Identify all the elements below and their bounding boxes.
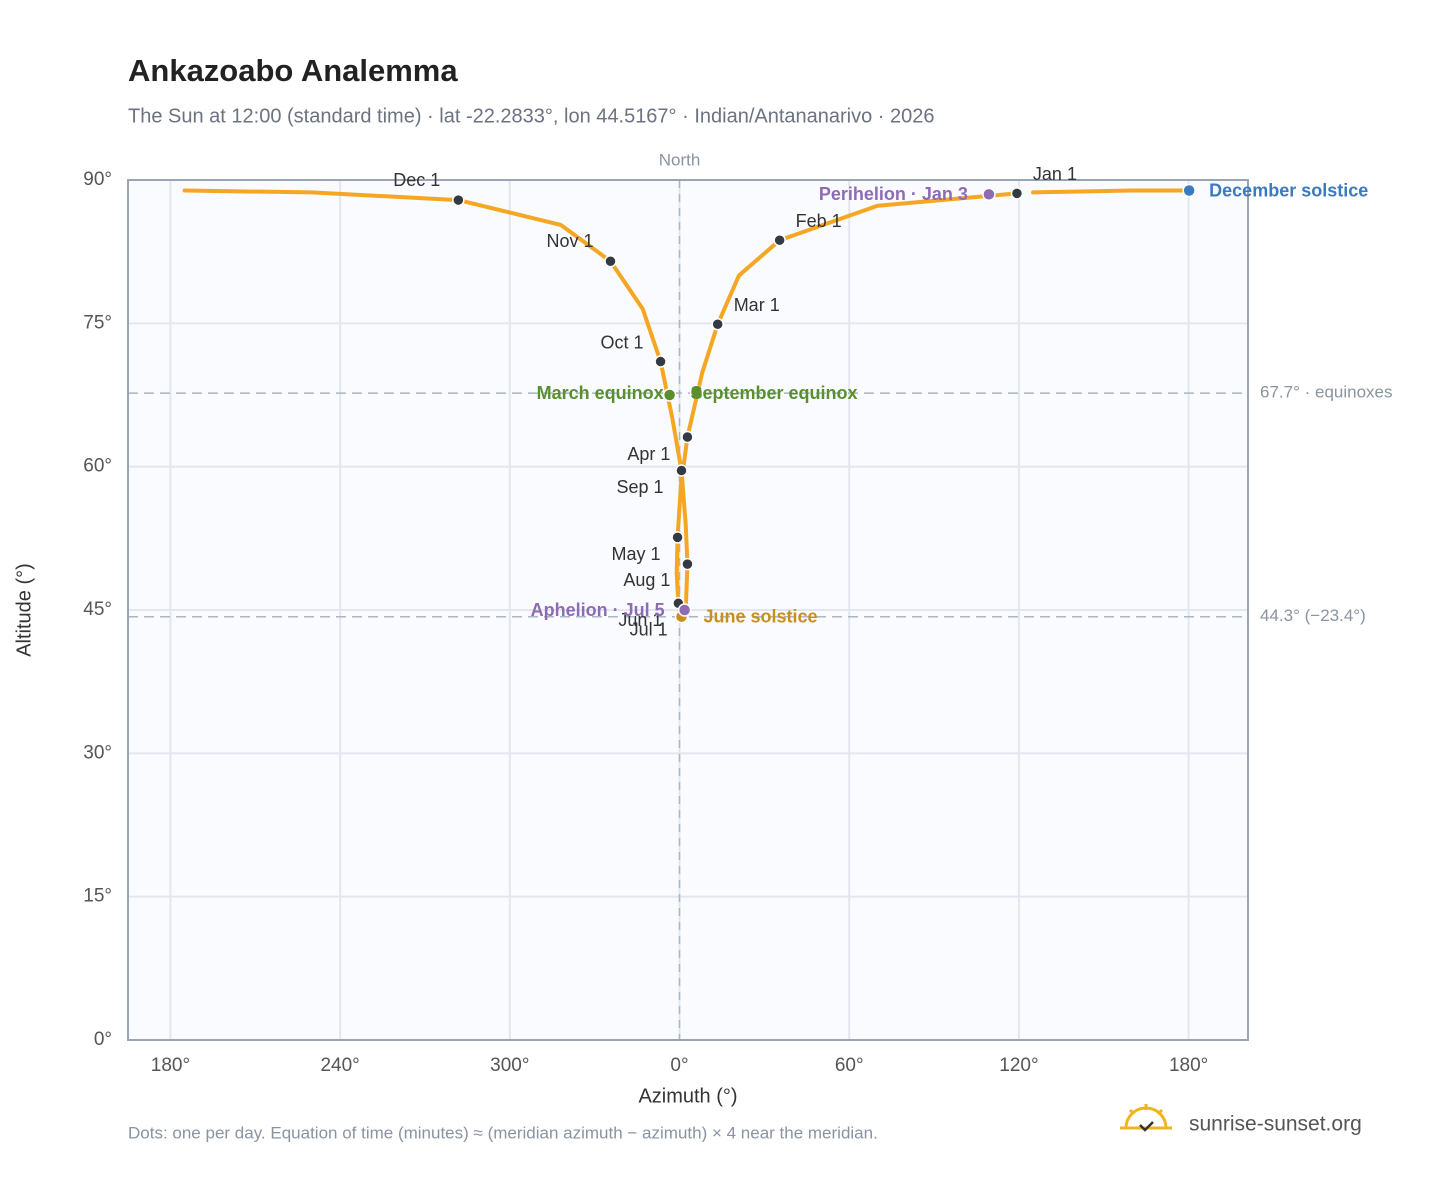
plot-frame xyxy=(127,179,1249,1041)
x-tick-label: 240° xyxy=(320,1055,359,1076)
month-marker xyxy=(681,557,694,571)
event-label: June solstice xyxy=(703,606,817,626)
event-label: December solstice xyxy=(1209,180,1368,200)
month-label: Jun 1 xyxy=(618,610,662,630)
event-marker xyxy=(677,603,692,617)
month-marker xyxy=(675,464,688,477)
y-tick-label: 15° xyxy=(83,886,112,907)
month-marker xyxy=(452,193,465,207)
x-axis-title: Azimuth (°) xyxy=(638,1085,737,1107)
y-axis-title: Altitude (°) xyxy=(13,563,35,657)
direction-label: North xyxy=(659,150,701,169)
event-marker xyxy=(1182,183,1196,198)
event-label: September equinox xyxy=(690,383,857,403)
event-label: Perihelion · Jan 3 xyxy=(819,184,968,204)
y-tick-label: 0° xyxy=(94,1029,112,1050)
month-label: Dec 1 xyxy=(393,170,440,190)
x-tick-label: 120° xyxy=(999,1055,1038,1076)
month-label: May 1 xyxy=(612,544,661,564)
month-label: Apr 1 xyxy=(627,444,670,464)
y-tick-label: 90° xyxy=(83,169,112,190)
event-label: March equinox xyxy=(537,383,664,403)
x-tick-label: 300° xyxy=(490,1055,529,1076)
month-label: Nov 1 xyxy=(546,231,593,251)
month-label: Aug 1 xyxy=(623,570,670,590)
month-label: Feb 1 xyxy=(796,211,842,231)
y-tick-label: 60° xyxy=(83,456,112,477)
event-marker xyxy=(982,187,996,202)
y-tick-label: 45° xyxy=(83,599,112,620)
month-marker xyxy=(654,355,667,368)
x-tick-label: 180° xyxy=(151,1055,190,1076)
month-label: Jul 1 xyxy=(630,619,668,639)
event-label: Aphelion · Jul 5 xyxy=(531,600,665,620)
footnote: Dots: one per day. Equation of time (min… xyxy=(128,1123,878,1142)
month-marker xyxy=(711,318,724,331)
x-tick-label: 0° xyxy=(670,1055,688,1076)
chart-subtitle: The Sun at 12:00 (standard time) · lat -… xyxy=(128,105,935,127)
event-marker xyxy=(662,388,677,402)
event-marker xyxy=(689,385,704,399)
reference-label: 44.3° (−23.4°) xyxy=(1260,606,1366,625)
month-marker xyxy=(604,254,617,268)
x-tick-label: 60° xyxy=(835,1055,864,1076)
brand-logo xyxy=(1120,1104,1172,1132)
brand: sunrise-sunset.org xyxy=(1189,1113,1362,1136)
chart-title: Ankazoabo Analemma xyxy=(128,53,458,88)
month-label: Sep 1 xyxy=(616,477,663,497)
y-tick-label: 75° xyxy=(83,312,112,333)
month-marker xyxy=(1010,187,1024,200)
month-label: Oct 1 xyxy=(601,332,644,352)
reference-label: 67.7° · equinoxes xyxy=(1260,383,1393,402)
month-marker xyxy=(671,531,684,544)
month-marker xyxy=(773,233,786,247)
y-tick-label: 30° xyxy=(83,742,112,763)
x-tick-label: 180° xyxy=(1169,1055,1208,1076)
month-marker xyxy=(681,430,694,444)
month-label: Jan 1 xyxy=(1033,164,1077,184)
month-label: Mar 1 xyxy=(734,295,780,315)
